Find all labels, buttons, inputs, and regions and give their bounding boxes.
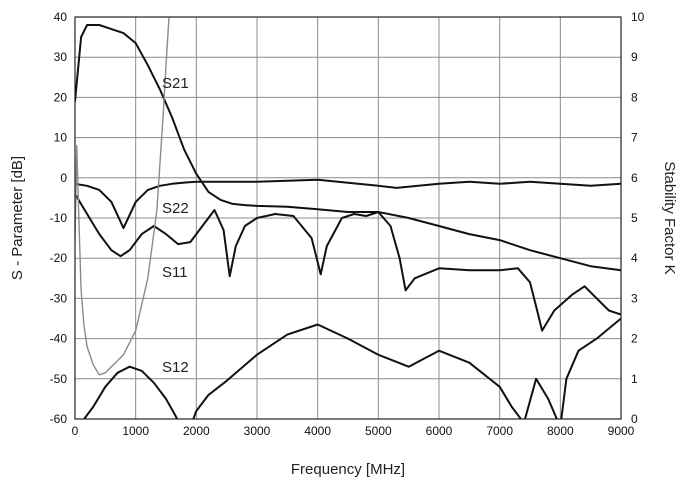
series-label-s21: S21 (162, 75, 189, 92)
x-tick-label: 0 (72, 424, 79, 438)
y-tick-label-right: 4 (631, 251, 638, 265)
y-axis-title-right: Stability Factor K (661, 161, 678, 274)
y-axis-title-left: S - Parameter [dB] (9, 156, 26, 280)
y-tick-label-right: 2 (631, 332, 638, 346)
series-line-s11 (75, 192, 621, 332)
series-line-s12 (82, 317, 621, 419)
y-tick-label-left: -10 (50, 211, 68, 225)
y-tick-label-right: 10 (631, 10, 645, 24)
x-tick-label: 8000 (547, 424, 574, 438)
plot-border (74, 16, 622, 420)
series-line-k (75, 17, 170, 376)
y-tick-label-right: 5 (631, 211, 638, 225)
y-tick-label-left: -40 (50, 332, 68, 346)
x-tick-label: 9000 (608, 424, 635, 438)
x-tick-label: 1000 (122, 424, 149, 438)
series-label-s22: S22 (162, 200, 189, 217)
x-tick-label: 4000 (304, 424, 331, 438)
y-tick-label-left: 40 (54, 10, 68, 24)
series-labels: S21 S22 S11 S12 (162, 75, 189, 376)
x-tick-label: 5000 (365, 424, 392, 438)
series-line-s21 (75, 24, 621, 272)
y-tick-label-right: 9 (631, 50, 638, 64)
y-tick-label-left: 30 (54, 50, 68, 64)
y-tick-label-right: 7 (631, 131, 638, 145)
x-tick-label: 6000 (426, 424, 453, 438)
y-tick-label-right: 8 (631, 90, 638, 104)
y-tick-label-left: 0 (60, 171, 67, 185)
y-tick-label-left: -20 (50, 251, 68, 265)
y-tick-label-left: 20 (54, 90, 68, 104)
x-tick-label: 7000 (486, 424, 513, 438)
x-tick-label: 3000 (244, 424, 271, 438)
series-label-s12: S12 (162, 359, 189, 376)
y-tick-label-left: -50 (50, 372, 68, 386)
series-line-s22 (75, 178, 621, 230)
x-tick-label: 2000 (183, 424, 210, 438)
tick-labels: 0 1000 2000 3000 4000 5000 6000 7000 8000 9000403… (50, 10, 645, 438)
series-lines (75, 17, 621, 419)
y-tick-label-right: 3 (631, 291, 638, 305)
x-axis-title: Frequency [MHz] (291, 461, 405, 478)
y-tick-label-left: 10 (54, 131, 68, 145)
y-tick-label-right: 0 (631, 412, 638, 426)
y-tick-label-left: -60 (50, 412, 68, 426)
y-tick-label-left: -30 (50, 291, 68, 305)
series-label-s11: S11 (162, 264, 188, 281)
y-tick-label-right: 1 (631, 372, 638, 386)
y-tick-label-right: 6 (631, 171, 638, 185)
